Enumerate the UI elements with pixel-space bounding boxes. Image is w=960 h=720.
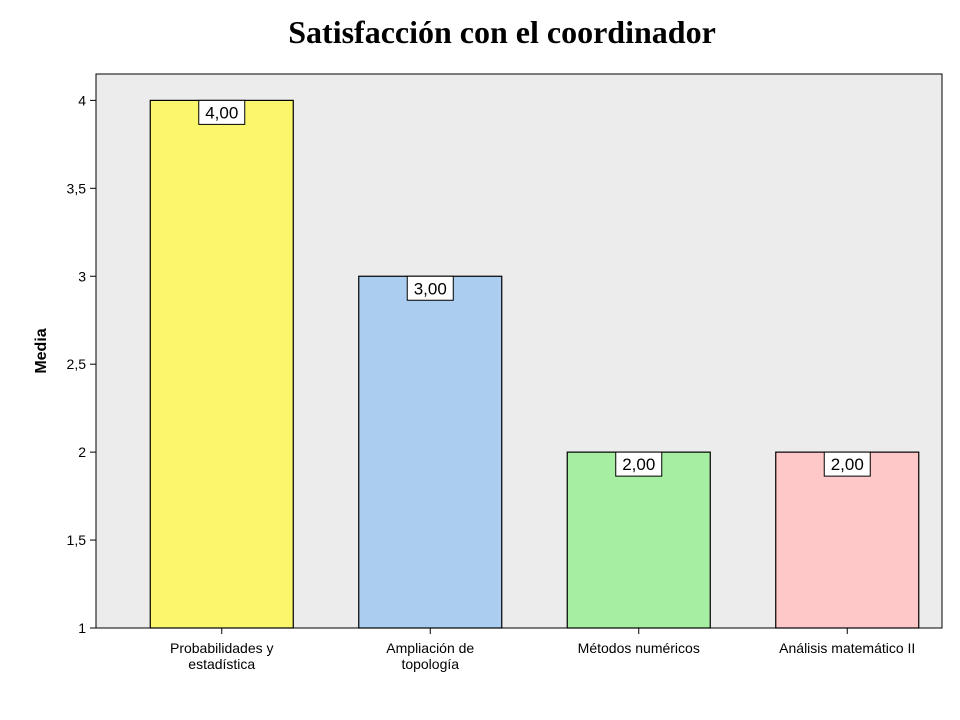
data-label: 2,00 [831,455,864,474]
chart-title: Satisfacción con el coordinador [288,14,716,50]
bar [775,451,920,629]
x-tick-label: Ampliación de [386,640,474,656]
data-label: 4,00 [205,103,238,122]
y-tick-label: 4 [78,92,86,108]
x-tick-label: Análisis matemático II [779,640,915,656]
data-label-box [198,99,246,125]
y-tick-label: 2 [78,444,86,460]
bars-group: 4,00 3,00 2,00 2,00 [149,99,920,629]
data-label: 3,00 [414,279,447,298]
data-label-box [615,451,663,477]
data-label: 2,00 [622,455,655,474]
bar [566,451,711,629]
y-tick-label: 1 [78,620,86,636]
x-tick-label: estadística [188,656,255,672]
data-label-box [406,275,454,301]
y-axis-label: Media [33,328,50,373]
y-tick-label: 3,5 [67,180,87,196]
x-tick-label: topología [401,656,459,672]
y-tick-label: 3 [78,268,86,284]
data-label-box [823,451,871,477]
bar [149,99,294,629]
y-tick-label: 1,5 [67,532,87,548]
x-tick-label: Métodos numéricos [578,640,700,656]
y-tick-label: 2,5 [67,356,87,372]
y-axis: 1 1,5 2 2,5 3 3,5 4 [67,92,96,636]
x-tick-label: Probabilidades y [170,640,274,656]
bar [358,275,503,629]
